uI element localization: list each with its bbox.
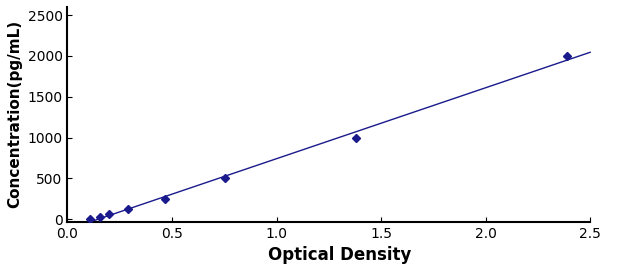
X-axis label: Optical Density: Optical Density [268,246,411,264]
Y-axis label: Concentration(pg/mL): Concentration(pg/mL) [7,20,22,208]
